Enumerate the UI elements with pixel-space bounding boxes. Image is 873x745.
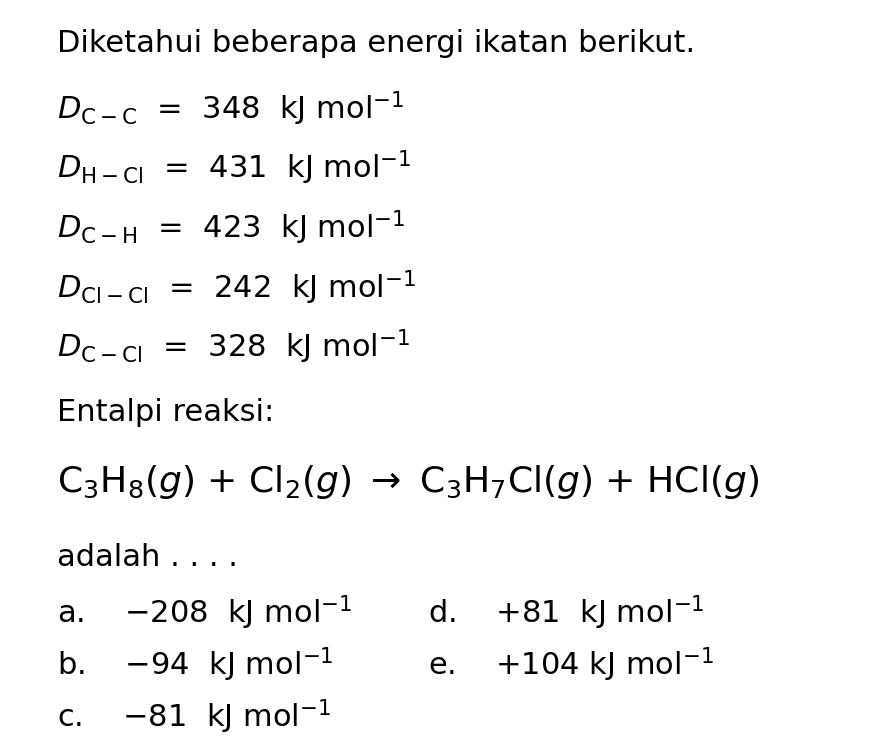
Text: C$_3$H$_8$($\mathit{g}$) + Cl$_2$($\mathit{g}$) $\rightarrow$ C$_3$H$_7$Cl($\mat: C$_3$H$_8$($\mathit{g}$) + Cl$_2$($\math… (57, 463, 759, 501)
Text: $\mathit{D}_{\mathregular{C-Cl}}$  =  328  kJ mol$^{-1}$: $\mathit{D}_{\mathregular{C-Cl}}$ = 328 … (57, 328, 410, 367)
Text: $\mathit{D}_{\mathregular{H-Cl}}$  =  431  kJ mol$^{-1}$: $\mathit{D}_{\mathregular{H-Cl}}$ = 431 … (57, 149, 411, 188)
Text: $\mathit{D}_{\mathregular{C-C}}$  =  348  kJ mol$^{-1}$: $\mathit{D}_{\mathregular{C-C}}$ = 348 k… (57, 89, 404, 128)
Text: d.    +81  kJ mol$^{-1}$: d. +81 kJ mol$^{-1}$ (428, 594, 705, 633)
Text: a.    −208  kJ mol$^{-1}$: a. −208 kJ mol$^{-1}$ (57, 594, 352, 633)
Text: $\mathit{D}_{\mathregular{C-H}}$  =  423  kJ mol$^{-1}$: $\mathit{D}_{\mathregular{C-H}}$ = 423 k… (57, 209, 405, 247)
Text: $\mathit{D}_{\mathregular{Cl-Cl}}$  =  242  kJ mol$^{-1}$: $\mathit{D}_{\mathregular{Cl-Cl}}$ = 242… (57, 268, 416, 307)
Text: Entalpi reaksi:: Entalpi reaksi: (57, 398, 274, 427)
Text: c.    −81  kJ mol$^{-1}$: c. −81 kJ mol$^{-1}$ (57, 698, 331, 737)
Text: adalah . . . .: adalah . . . . (57, 543, 237, 572)
Text: e.    +104 kJ mol$^{-1}$: e. +104 kJ mol$^{-1}$ (428, 646, 713, 685)
Text: b.    −94  kJ mol$^{-1}$: b. −94 kJ mol$^{-1}$ (57, 646, 333, 685)
Text: Diketahui beberapa energi ikatan berikut.: Diketahui beberapa energi ikatan berikut… (57, 29, 695, 58)
